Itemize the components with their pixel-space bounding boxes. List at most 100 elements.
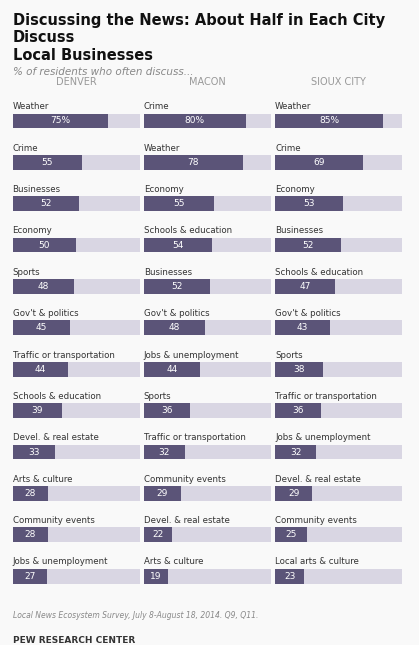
Text: Devel. & real estate: Devel. & real estate [13,433,98,442]
Bar [275,279,402,294]
Bar [144,279,271,294]
Bar [275,196,402,211]
Text: Sports: Sports [144,392,171,401]
Bar [13,279,140,294]
Bar [13,403,62,418]
Bar [144,403,271,418]
Text: 29: 29 [288,489,299,498]
Text: Crime: Crime [275,144,301,153]
Text: SIOUX CITY: SIOUX CITY [311,77,366,87]
Text: 36: 36 [161,406,173,415]
Bar [144,444,271,459]
Bar [144,403,190,418]
Text: 25: 25 [285,530,297,539]
Bar [144,238,212,252]
Bar [13,444,140,459]
Text: % of residents who often discuss...: % of residents who often discuss... [13,67,193,77]
Bar [275,279,335,294]
Text: 50: 50 [39,241,50,250]
Bar [275,114,402,128]
Bar [275,403,321,418]
Bar [144,196,214,211]
Bar [275,528,402,542]
Bar [13,238,76,252]
Text: Gov't & politics: Gov't & politics [275,309,341,318]
Bar [275,196,342,211]
Bar [275,486,312,501]
Bar [275,362,323,377]
Text: 36: 36 [292,406,304,415]
Bar [144,528,172,542]
Text: Gov't & politics: Gov't & politics [144,309,210,318]
Bar [275,569,402,584]
Text: Devel. & real estate: Devel. & real estate [144,516,230,525]
Bar [275,528,307,542]
Text: 85%: 85% [319,117,339,125]
Text: 28: 28 [25,530,36,539]
Bar [144,114,246,128]
Text: 75%: 75% [50,117,70,125]
Bar [13,155,140,170]
Text: Economy: Economy [144,185,184,194]
Bar [13,362,68,377]
Text: 48: 48 [37,282,49,291]
Bar [13,362,140,377]
Text: DENVER: DENVER [56,77,96,87]
Text: Sports: Sports [275,350,303,359]
Text: Businesses: Businesses [13,185,61,194]
Text: 55: 55 [173,199,184,208]
Bar [144,321,205,335]
Bar [144,279,210,294]
Text: 53: 53 [303,199,315,208]
Text: Community events: Community events [13,516,94,525]
Text: 32: 32 [290,448,301,457]
Bar [13,196,79,211]
Bar [144,155,243,170]
Bar [275,238,341,252]
Bar [13,486,48,501]
Text: Weather: Weather [13,102,49,111]
Text: Schools & education: Schools & education [275,268,363,277]
Text: Businesses: Businesses [144,268,192,277]
Bar [275,321,402,335]
Bar [144,569,168,584]
Text: Weather: Weather [144,144,180,153]
Text: 44: 44 [35,365,46,373]
Bar [144,321,271,335]
Bar [275,114,383,128]
Text: 80%: 80% [185,117,205,125]
Text: Economy: Economy [13,226,52,235]
Text: Traffic or transportation: Traffic or transportation [144,433,246,442]
Bar [13,155,83,170]
Bar [144,486,271,501]
Text: Weather: Weather [275,102,311,111]
Text: Local arts & culture: Local arts & culture [275,557,359,566]
Text: Jobs & unemployment: Jobs & unemployment [275,433,371,442]
Bar [13,321,140,335]
Text: 54: 54 [173,241,184,250]
Text: 43: 43 [297,323,308,332]
Bar [13,403,140,418]
Bar [275,238,402,252]
Bar [13,114,140,128]
Text: 23: 23 [284,571,295,580]
Text: Community events: Community events [144,475,226,484]
Text: 39: 39 [31,406,43,415]
Text: Arts & culture: Arts & culture [13,475,72,484]
Text: 28: 28 [25,489,36,498]
Text: 78: 78 [188,158,199,167]
Bar [275,155,402,170]
Text: MACON: MACON [189,77,226,87]
Bar [13,196,140,211]
Text: 69: 69 [313,158,325,167]
Text: 52: 52 [40,199,51,208]
Text: 32: 32 [158,448,170,457]
Text: 33: 33 [28,448,39,457]
Bar [275,444,402,459]
Text: 22: 22 [152,530,163,539]
Text: Schools & education: Schools & education [13,392,101,401]
Text: Devel. & real estate: Devel. & real estate [275,475,361,484]
Text: Community events: Community events [275,516,357,525]
Text: Jobs & unemployment: Jobs & unemployment [13,557,108,566]
Bar [13,321,70,335]
